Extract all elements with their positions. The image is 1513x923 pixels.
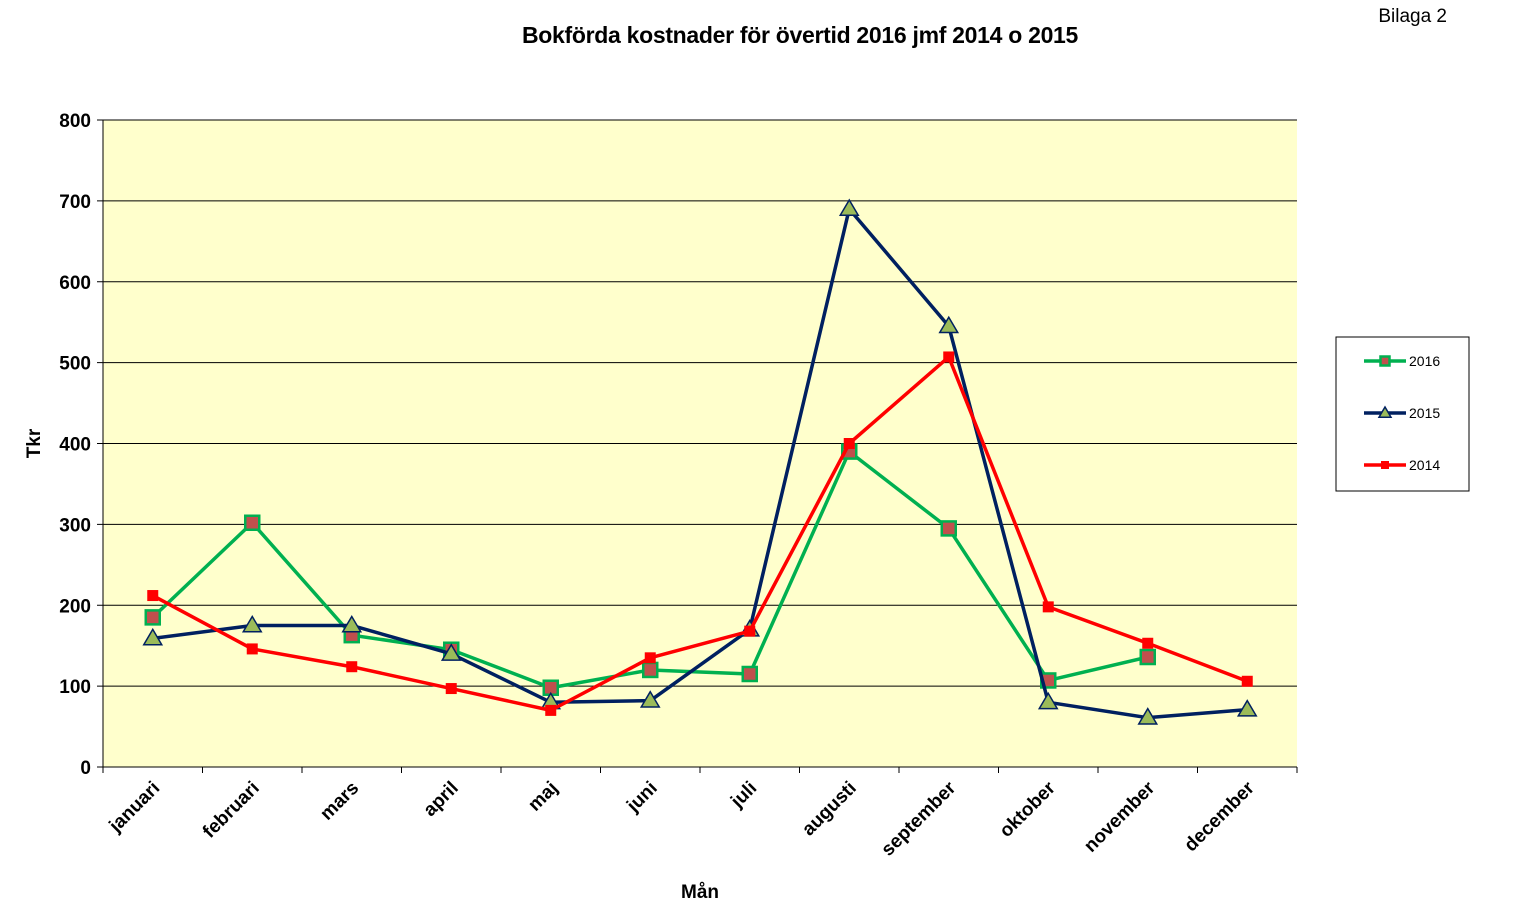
series-2016 <box>144 443 1156 696</box>
legend-marker-2015 <box>1377 405 1393 418</box>
x-axis-title: Mån <box>681 882 719 903</box>
data-point-2014 <box>445 683 457 695</box>
data-point-2015 <box>142 627 164 646</box>
data-point-2014 <box>1241 675 1253 687</box>
x-tick-label: oktober <box>996 777 1061 842</box>
legend-label-2014: 2014 <box>1409 457 1440 473</box>
data-point-2014 <box>1142 637 1154 649</box>
data-point-2015 <box>1037 691 1059 710</box>
data-point-2016 <box>741 665 758 683</box>
x-tick-label: november <box>1080 777 1159 856</box>
legend-marker-2014 <box>1381 461 1389 469</box>
data-point-2014 <box>246 643 258 655</box>
data-point-2016 <box>940 520 957 537</box>
series-2014 <box>147 351 1253 716</box>
x-tick-label: juni <box>622 778 661 817</box>
x-tick-label: december <box>1180 777 1259 856</box>
data-point-2015 <box>938 315 960 334</box>
data-point-2016 <box>244 514 261 532</box>
series-line-2015 <box>152 207 1248 720</box>
data-point-2014 <box>346 661 358 673</box>
y-tick-label: 100 <box>59 677 91 698</box>
y-axis-title: Tkr <box>24 428 45 458</box>
data-point-2015 <box>341 614 363 633</box>
x-tick-label: februari <box>199 778 264 843</box>
legend-label-2016: 2016 <box>1409 353 1440 369</box>
data-point-2014 <box>147 590 159 602</box>
data-point-2014 <box>545 704 557 716</box>
x-tick-label: juli <box>726 778 761 813</box>
series-line-2014 <box>151 355 1248 713</box>
data-point-2014 <box>744 625 756 637</box>
data-point-2016 <box>1139 648 1156 666</box>
y-tick-label: 800 <box>59 111 91 132</box>
y-tick-label: 500 <box>59 354 91 375</box>
data-point-2014 <box>843 438 855 449</box>
data-point-2016 <box>642 661 659 679</box>
y-tick-label: 700 <box>59 192 91 213</box>
data-point-2014 <box>943 351 955 363</box>
legend-label-2015: 2015 <box>1409 405 1440 421</box>
x-tick-label: augusti <box>798 778 861 841</box>
legend-marker-2016 <box>1379 355 1391 367</box>
data-point-2016 <box>144 609 161 626</box>
x-tick-label: mars <box>316 778 363 825</box>
y-tick-label: 600 <box>59 273 91 294</box>
data-point-2015 <box>639 690 661 708</box>
y-tick-label: 200 <box>59 596 91 617</box>
data-point-2015 <box>1236 699 1258 717</box>
attachment-label: Bilaga 2 <box>1378 6 1447 27</box>
y-tick-label: 0 <box>80 758 91 779</box>
data-point-2015 <box>1137 707 1159 725</box>
data-point-2014 <box>644 652 656 664</box>
legend: 2016 2015 2014 <box>1335 336 1470 492</box>
x-tick-label: januari <box>105 778 165 838</box>
x-tick-label: april <box>420 778 463 821</box>
data-point-2015 <box>241 614 263 633</box>
data-point-2015 <box>838 198 860 217</box>
data-point-2015 <box>440 643 462 661</box>
x-tick-label: maj <box>524 778 562 816</box>
y-tick-label: 300 <box>59 515 91 536</box>
chart-title: Bokförda kostnader för övertid 2016 jmf … <box>521 22 1079 48</box>
x-tick-label: september <box>877 777 960 860</box>
data-point-2014 <box>1042 601 1054 613</box>
y-tick-label: 400 <box>59 435 91 456</box>
